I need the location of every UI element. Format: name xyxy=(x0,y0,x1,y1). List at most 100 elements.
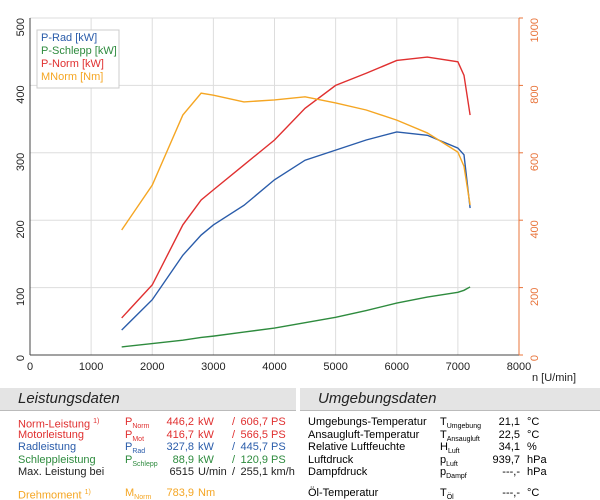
x-tick-label: 6000 xyxy=(385,361,409,373)
y2-tick-label: 800 xyxy=(529,85,541,103)
symbol: PRad xyxy=(125,441,145,458)
symbol-sub: Ansaugluft xyxy=(446,435,480,443)
row-label: Dampfdruck xyxy=(308,466,368,478)
value: 416,7 xyxy=(166,428,194,441)
y-tick-label: 400 xyxy=(15,85,27,103)
unit: % xyxy=(527,441,537,453)
y-tick-label: 200 xyxy=(15,220,27,238)
unit: U/min xyxy=(198,466,227,478)
x-tick-label: 7000 xyxy=(446,361,470,373)
series-line xyxy=(121,131,471,331)
row-label: Öl-Temperatur xyxy=(308,486,379,499)
symbol-main: T xyxy=(440,416,447,428)
separator: / xyxy=(232,428,236,441)
value: 939,7 xyxy=(492,453,520,466)
x-tick-label: 2000 xyxy=(140,361,164,373)
symbol-main: p xyxy=(440,466,447,478)
value: 327,8 xyxy=(166,441,194,453)
legend-entry: P-Rad [kW] xyxy=(41,32,97,44)
y2-tick-label: 1000 xyxy=(529,18,541,42)
x-tick-label: 0 xyxy=(27,361,33,373)
symbol-main: P xyxy=(125,453,133,466)
row-label: Drehmoment 1) xyxy=(18,488,91,500)
value: ---,- xyxy=(502,466,520,478)
panel-title: Leistungsdaten xyxy=(0,388,296,411)
value: 446,2 xyxy=(166,416,194,428)
panel-title: Umgebungsdaten xyxy=(300,388,600,411)
symbol: MNorm xyxy=(125,487,151,500)
symbol-main: P xyxy=(125,428,133,441)
symbol-main: p xyxy=(440,453,447,466)
y2-tick-label: 600 xyxy=(529,153,541,171)
row-label: Umgebungs-Temperatur xyxy=(308,416,427,428)
separator: / xyxy=(232,441,236,453)
y-tick-label: 300 xyxy=(15,153,27,171)
symbol-sub: Schlepp xyxy=(132,460,158,468)
symbol: TUmgebung xyxy=(440,416,481,433)
unit: Nm xyxy=(198,486,216,499)
symbol-sub: Norm xyxy=(132,423,150,431)
value: 6515 xyxy=(169,466,194,478)
row-label: Motorleistung xyxy=(18,428,85,441)
symbol: TÖl xyxy=(440,487,454,500)
y-tick-label: 100 xyxy=(15,288,27,306)
value: 566,5 xyxy=(240,428,268,441)
symbol-main: M xyxy=(125,486,135,499)
symbol-sub: Mot xyxy=(132,435,145,443)
symbol-sub: Öl xyxy=(446,493,454,500)
footnote: 1) xyxy=(84,488,91,496)
chart: 0 1000 2000 3000 4000 5000 6000 7000 80000100200… xyxy=(15,17,576,384)
symbol-sub: Luft xyxy=(447,448,460,456)
unit: PS xyxy=(271,428,286,441)
unit: kW xyxy=(198,453,214,466)
symbol: TAnsaugluft xyxy=(440,429,480,446)
symbol: pDampf xyxy=(440,466,467,483)
footnote: 1) xyxy=(93,418,100,425)
symbol-main: T xyxy=(440,428,447,441)
row-label: Schleppleistung xyxy=(18,453,96,466)
symbol-sub: Luft xyxy=(446,460,458,468)
value: 34,1 xyxy=(498,441,520,453)
x-tick-label: 8000 xyxy=(507,361,531,373)
unit: kW xyxy=(198,428,214,441)
value: 22,5 xyxy=(498,428,520,441)
legend-entry: MNorm [Nm] xyxy=(41,71,103,83)
unit: PS xyxy=(271,453,286,466)
series-line xyxy=(121,92,471,231)
y-tick-label: 500 xyxy=(15,18,27,36)
left-panel: Leistungsdaten Norm-Leistung 1) PNorm 446,2… xyxy=(0,388,296,500)
legend-box xyxy=(36,29,120,89)
symbol-sub: Dampf xyxy=(446,473,467,481)
separator: / xyxy=(232,416,236,428)
value: 783,9 xyxy=(166,486,194,499)
series-line xyxy=(121,56,471,319)
unit: kW xyxy=(198,416,214,428)
unit: kW xyxy=(198,441,214,453)
row-label: Ansaugluft-Temperatur xyxy=(308,428,420,441)
row-label: Luftdruck xyxy=(308,453,354,466)
symbol-main: P xyxy=(125,441,133,453)
series-line xyxy=(121,286,471,348)
unit: °C xyxy=(527,486,540,499)
symbol-main: P xyxy=(125,416,133,428)
row-label: Max. Leistung bei xyxy=(18,466,105,478)
legend-entry: P-Norm [kW] xyxy=(41,58,104,70)
symbol-sub: Umgebung xyxy=(446,423,481,431)
x-tick-label: 4000 xyxy=(262,361,286,373)
unit: hPa xyxy=(527,466,547,478)
y2-tick-label: 400 xyxy=(529,220,541,238)
row-label: Radleistung xyxy=(18,441,77,453)
symbol: PSchlepp xyxy=(125,454,158,471)
y2-tick-label: 0 xyxy=(529,355,541,361)
x-tick-label: 1000 xyxy=(79,361,103,373)
symbol: PMot xyxy=(125,429,144,446)
separator: / xyxy=(232,466,236,478)
legend-entry: P-Schlepp [kW] xyxy=(41,45,117,57)
value: 120,9 xyxy=(240,453,268,466)
y2-tick-label: 200 xyxy=(529,288,541,306)
symbol: PNorm xyxy=(125,416,149,433)
row-label: Norm-Leistung 1) xyxy=(18,418,100,431)
unit: km/h xyxy=(271,466,295,478)
symbol-main: T xyxy=(440,486,447,499)
